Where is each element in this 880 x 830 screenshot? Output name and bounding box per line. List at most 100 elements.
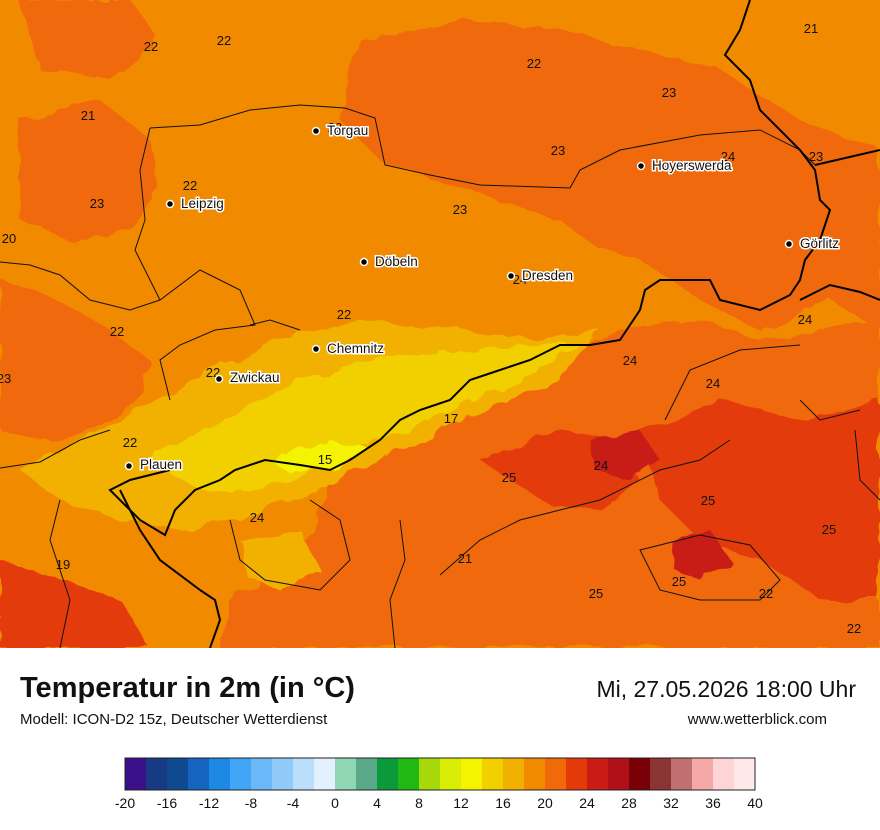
legend-swatch — [734, 758, 756, 790]
temp-label: 21 — [804, 21, 818, 36]
legend-swatch — [335, 758, 357, 790]
legend-swatch — [125, 758, 147, 790]
temp-label: 22 — [110, 324, 124, 339]
legend-swatch — [314, 758, 336, 790]
city-label: Dresden — [522, 268, 573, 283]
city-label: Görlitz — [800, 236, 839, 251]
temp-label: 22 — [847, 621, 861, 636]
map-footer: Temperatur in 2m (in °C) Modell: ICON-D2… — [0, 648, 880, 830]
legend-tick-label: 0 — [331, 795, 339, 811]
model-source: Modell: ICON-D2 15z, Deutscher Wetterdie… — [20, 711, 328, 728]
temp-label: 23 — [662, 85, 676, 100]
legend-swatch — [692, 758, 714, 790]
hot-spot-east — [590, 430, 660, 480]
city-marker-icon — [214, 374, 224, 384]
temp-label: 24 — [706, 376, 720, 391]
temp-label: 19 — [56, 557, 70, 572]
city-marker-icon — [165, 199, 175, 209]
legend-swatch — [545, 758, 567, 790]
temp-label: 20 — [2, 231, 16, 246]
temp-label: 24 — [798, 312, 812, 327]
temp-label: 22 — [759, 586, 773, 601]
legend-swatch — [356, 758, 378, 790]
legend-swatches — [125, 758, 756, 790]
hot-zone-east — [640, 400, 880, 600]
city-doebeln[interactable]: Döbeln — [359, 253, 419, 271]
city-label: Döbeln — [375, 254, 418, 269]
legend-tick-label: -20 — [115, 795, 135, 811]
legend-swatch — [272, 758, 294, 790]
legend-swatch — [377, 758, 399, 790]
temp-label: 23 — [328, 120, 342, 135]
legend-swatch — [671, 758, 693, 790]
temp-label: 22 — [123, 435, 137, 450]
temp-label: 23 — [809, 149, 823, 164]
legend-tick-label: 12 — [453, 795, 469, 811]
legend-tick-label: -16 — [157, 795, 177, 811]
legend-swatch — [713, 758, 735, 790]
temp-label: 25 — [822, 522, 836, 537]
city-label: Leipzig — [181, 196, 224, 211]
city-chemnitz[interactable]: Chemnitz — [311, 340, 386, 358]
website-link[interactable]: www.wetterblick.com — [687, 711, 827, 728]
legend-tick-label: 16 — [495, 795, 511, 811]
city-marker-icon — [311, 344, 321, 354]
warm-zone-north-west — [20, 0, 160, 80]
temp-label: 22 — [217, 33, 231, 48]
city-zwickau[interactable]: Zwickau — [214, 369, 281, 387]
hot-zone-south-west — [0, 560, 150, 648]
legend-tick-label: 36 — [705, 795, 721, 811]
city-label: Plauen — [140, 457, 182, 472]
temp-label: 22 — [527, 56, 541, 71]
temp-label: 25 — [701, 493, 715, 508]
legend-tick-label: -4 — [287, 795, 300, 811]
city-hoyerswerda[interactable]: Hoyerswerda — [636, 157, 734, 175]
temp-label: 22 — [183, 178, 197, 193]
legend-swatch — [461, 758, 483, 790]
temp-label: 22 — [337, 307, 351, 322]
temp-label: 21 — [81, 108, 95, 123]
legend-tick-label: -8 — [245, 795, 258, 811]
district-boundaries — [0, 104, 880, 648]
city-dresden[interactable]: Dresden — [506, 267, 575, 285]
temp-label: 22 — [144, 39, 158, 54]
temp-label: 24 — [250, 510, 264, 525]
warm-zone-west — [0, 280, 150, 440]
color-legend: -20 -16 -12 -8 -4 0 4 8 12 16 20 24 28 32 36 40 — [115, 757, 763, 811]
city-torgau[interactable]: Torgau — [311, 122, 370, 140]
legend-tick-label: -12 — [199, 795, 219, 811]
temp-label: 15 — [318, 452, 332, 467]
legend-swatch — [230, 758, 252, 790]
legend-swatch — [524, 758, 546, 790]
legend-swatch — [398, 758, 420, 790]
temp-label: 25 — [672, 574, 686, 589]
city-plauen[interactable]: Plauen — [124, 456, 184, 474]
temp-label: 24 — [594, 458, 608, 473]
legend-tick-label: 8 — [415, 795, 423, 811]
temp-label: 25 — [589, 586, 603, 601]
national-border — [108, 0, 880, 648]
forecast-datetime: Mi, 27.05.2026 18:00 Uhr — [596, 676, 856, 702]
temp-label: 24 — [513, 272, 527, 287]
map-title: Temperatur in 2m (in °C) — [20, 672, 355, 704]
legend-swatch — [650, 758, 672, 790]
legend-tick-label: 28 — [621, 795, 637, 811]
legend-swatch — [503, 758, 525, 790]
legend-swatch — [566, 758, 588, 790]
legend-swatch — [629, 758, 651, 790]
legend-swatch — [419, 758, 441, 790]
temp-label: 24 — [623, 353, 637, 368]
temp-label: 24 — [721, 149, 735, 164]
legend-swatch — [587, 758, 609, 790]
city-goerlitz[interactable]: Görlitz — [784, 235, 841, 253]
temp-label: 21 — [458, 551, 472, 566]
legend-ticks: -20 -16 -12 -8 -4 0 4 8 12 16 20 24 28 32 36 40 — [115, 795, 763, 811]
legend-swatch — [293, 758, 315, 790]
legend-swatch — [251, 758, 273, 790]
city-label: Chemnitz — [327, 341, 384, 356]
legend-swatch — [482, 758, 504, 790]
temp-label: 17 — [444, 411, 458, 426]
city-leipzig[interactable]: Leipzig — [165, 195, 225, 213]
temperature-map: 22 22 22 21 21 23 23 23 24 23 22 23 20 2… — [0, 0, 880, 648]
city-label: Torgau — [327, 123, 368, 138]
